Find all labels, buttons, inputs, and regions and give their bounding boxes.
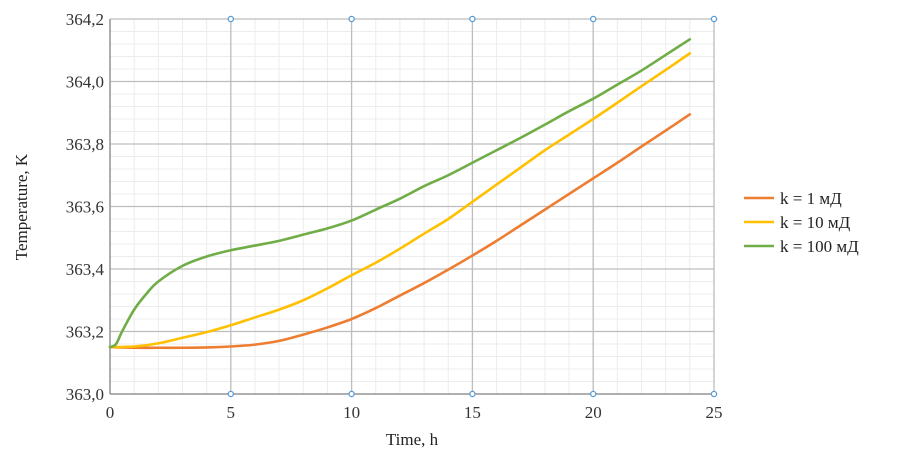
x-axis-label: Time, h — [386, 430, 439, 449]
grid-marker — [589, 390, 597, 398]
grid-marker — [348, 390, 355, 398]
y-tick-label: 364,0 — [66, 73, 104, 92]
legend-label-1: k = 1 мД — [780, 189, 842, 208]
x-tick-label: 5 — [227, 403, 236, 422]
y-tick-label: 363,0 — [66, 385, 104, 404]
grid-marker — [710, 390, 718, 398]
grid-markers — [227, 15, 718, 398]
grid-marker — [348, 15, 355, 23]
y-tick-label: 363,4 — [66, 260, 105, 279]
series-line-1 — [108, 113, 692, 350]
grid-marker — [469, 390, 476, 398]
legend-label-3: k = 100 мД — [780, 237, 859, 256]
y-tick-label: 364,2 — [66, 10, 104, 29]
grid-marker — [227, 15, 235, 23]
y-tick-label: 363,2 — [66, 323, 104, 342]
x-tick-label: 25 — [706, 403, 723, 422]
plot-frame — [109, 19, 714, 395]
x-tick-label: 15 — [464, 403, 481, 422]
y-tick-labels: 363,0 363,2 363,4 363,6 363,8 364,0 364,2 — [66, 10, 105, 404]
series-line-3 — [108, 38, 692, 349]
grid-marker — [469, 15, 476, 23]
y-axis-label: Temperature, K — [12, 153, 31, 260]
series-line-2 — [108, 52, 692, 349]
x-tick-label: 20 — [585, 403, 602, 422]
series-layer — [108, 38, 692, 350]
x-tick-labels: 0 5 10 15 20 25 — [106, 403, 723, 422]
x-tick-label: 10 — [343, 403, 360, 422]
x-tick-label: 0 — [106, 403, 115, 422]
grid-marker — [710, 15, 718, 23]
y-tick-label: 363,8 — [66, 135, 104, 154]
legend: k = 1 мД k = 10 мД k = 100 мД — [744, 189, 859, 256]
y-tick-label: 363,6 — [66, 198, 104, 217]
legend-label-2: k = 10 мД — [780, 213, 851, 232]
grid-marker — [227, 390, 235, 398]
grid-marker — [589, 15, 597, 23]
